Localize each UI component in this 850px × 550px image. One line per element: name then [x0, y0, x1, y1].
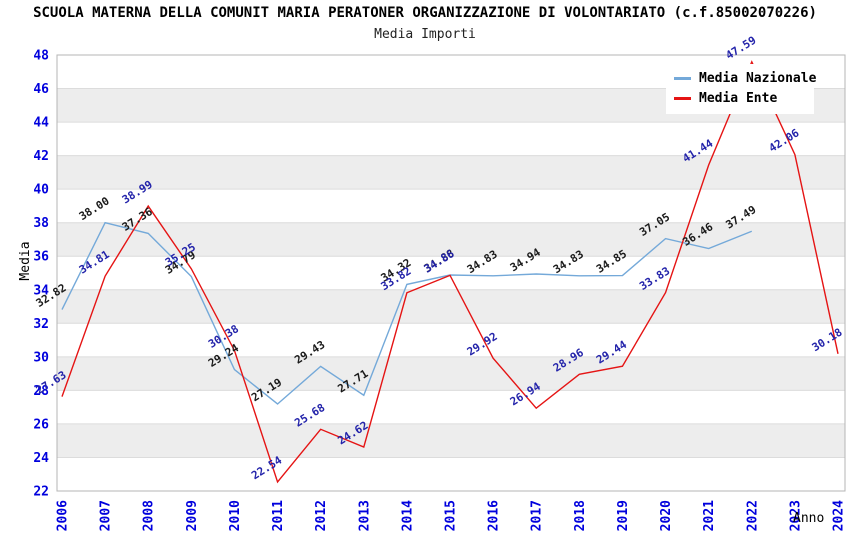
plot-band [57, 390, 845, 424]
y-tick-label: 42 [33, 149, 49, 164]
x-tick-label: 2023 [788, 500, 803, 531]
plot-border [56, 54, 846, 492]
x-tick-label: 2017 [530, 500, 545, 531]
x-tick-label: 2019 [616, 500, 631, 531]
plot-band [57, 423, 845, 458]
y-tick-label: 32 [33, 317, 49, 332]
y-axis-title: Media [18, 241, 33, 281]
x-tick-label: 2015 [444, 500, 459, 531]
legend-item-media-nazionale: Media Nazionale [674, 68, 816, 88]
y-tick-label: 40 [33, 183, 49, 198]
series-line-media-ente [61, 60, 839, 484]
legend-item-media-ente: Media Ente [674, 88, 806, 108]
plot-band [57, 356, 845, 391]
y-tick-label: 38 [33, 216, 49, 231]
plot-band [57, 289, 845, 324]
x-tick-label: 2020 [659, 500, 674, 531]
x-tick-label: 2024 [832, 500, 847, 531]
plot-band [57, 222, 845, 257]
plot-band [57, 122, 845, 156]
y-tick-label: 28 [33, 384, 49, 399]
legend-label-media-ente: Media Ente [699, 90, 778, 106]
media-nazionale-line-swatch [674, 76, 691, 80]
chart-subtitle: Media Importi [374, 27, 476, 42]
y-tick-label: 48 [33, 49, 49, 64]
y-tick-label: 24 [33, 451, 49, 466]
y-tick-label: 22 [33, 485, 49, 500]
x-tick-label: 2016 [487, 500, 502, 531]
x-tick-label: 2007 [99, 500, 114, 531]
x-axis-title: Anno [793, 511, 825, 526]
plot-band [57, 155, 845, 190]
chart-title: SCUOLA MATERNA DELLA COMUNIT MARIA PERAT… [33, 5, 817, 21]
x-tick-label: 2022 [745, 500, 760, 531]
legend: Media Nazionale Media Ente [666, 64, 816, 114]
plot-band [57, 189, 845, 223]
x-tick-label: 2012 [314, 500, 329, 531]
plot-band [57, 457, 845, 491]
x-tick-label: 2011 [271, 500, 286, 531]
x-tick-label: 2021 [702, 500, 717, 531]
x-tick-label: 2006 [56, 500, 71, 531]
y-tick-label: 46 [33, 82, 49, 97]
y-tick-label: 26 [33, 417, 49, 432]
y-tick-label: 34 [33, 283, 49, 298]
x-tick-label: 2010 [228, 500, 243, 531]
media-ente-line-swatch [674, 96, 691, 100]
x-tick-label: 2014 [400, 500, 415, 531]
legend-label-media-nazionale: Media Nazionale [699, 70, 817, 86]
y-tick-label: 36 [33, 250, 49, 265]
x-tick-label: 2013 [357, 500, 372, 531]
plot-band [57, 323, 845, 357]
x-tick-label: 2009 [185, 500, 200, 531]
x-tick-label: 2018 [573, 500, 588, 531]
x-tick-label: 2008 [142, 500, 157, 531]
y-tick-label: 44 [33, 116, 49, 131]
y-tick-label: 30 [33, 350, 49, 365]
series-line-media-nazionale [61, 221, 753, 405]
